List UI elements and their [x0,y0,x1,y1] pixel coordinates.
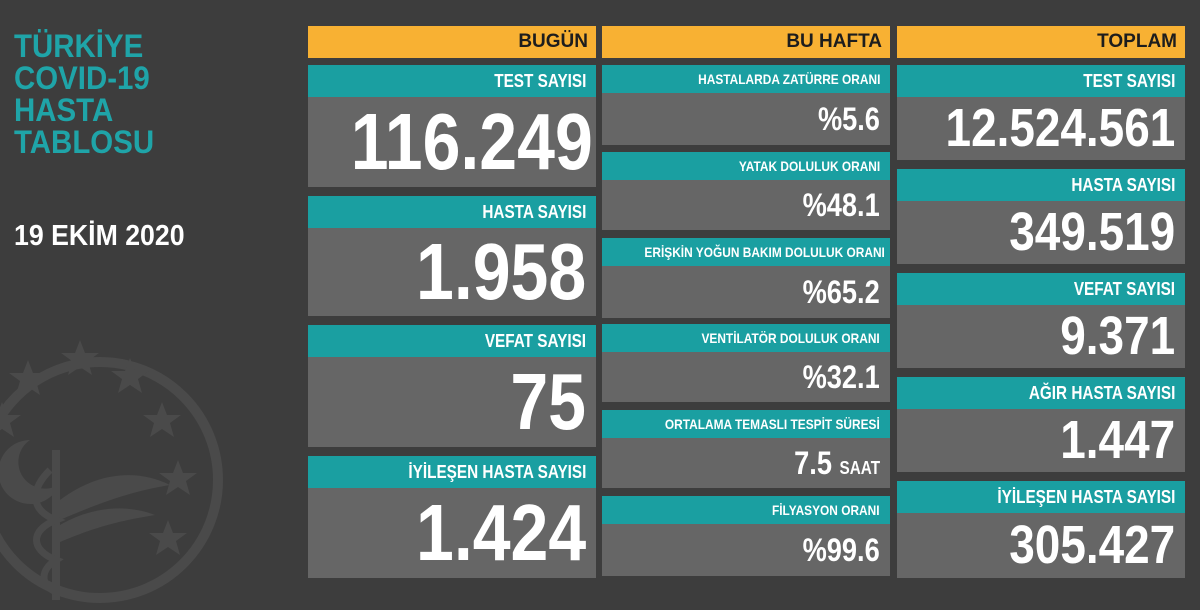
total-recovered-value: 305.427 [1009,515,1175,575]
total-test-value: 12.524.561 [945,98,1175,158]
week-icu-value: %65.2 [802,274,880,310]
today-deaths-card: VEFAT SAYISI 75 [308,325,596,447]
week-ventilator-value: %32.1 [802,359,880,395]
title-line-1: TÜRKİYE [14,28,144,64]
week-bed-label: YATAK DOLULUK ORANI [738,158,880,174]
title-line-3: HASTA [14,92,114,128]
week-ventilator-label: VENTİLATÖR DOLULUK ORANI [701,330,880,346]
total-cases-value: 349.519 [1009,202,1175,262]
today-column: BUGÜN TEST SAYISI 116.249 HASTA SAYISI 1… [308,26,596,578]
total-cases-card: HASTA SAYISI 349.519 [897,169,1185,264]
today-test-label: TEST SAYISI [493,71,586,91]
week-bed-card: YATAK DOLULUK ORANI %48.1 [602,152,890,230]
week-filiation-card: FİLYASYON ORANI %99.6 [602,496,890,576]
title-line-4: TABLOSU [14,124,155,160]
today-test-card: TEST SAYISI 116.249 [308,65,596,187]
today-cases-card: HASTA SAYISI 1.958 [308,196,596,316]
week-filiation-value: %99.6 [802,532,880,568]
week-contact-label: ORTALAMA TEMASLI TESPİT SÜRESİ [665,416,880,432]
week-filiation-label: FİLYASYON ORANI [772,502,880,518]
week-icu-label: ERİŞKİN YOĞUN BAKIM DOLULUK ORANI [644,244,885,260]
total-severe-label: AĞIR HASTA SAYISI [1028,383,1175,403]
today-recovered-value: 1.424 [415,488,586,577]
week-column: BU HAFTA HASTALARDA ZATÜRRE ORANI %5.6 Y… [602,26,890,576]
report-date: 19 EKİM 2020 [14,220,185,252]
total-test-label: TEST SAYISI [1082,71,1175,91]
week-icu-card: ERİŞKİN YOĞUN BAKIM DOLULUK ORANI %65.2 [602,238,890,318]
week-pneumonia-value: %5.6 [818,101,880,137]
total-cases-label: HASTA SAYISI [1070,175,1175,195]
today-recovered-card: İYİLEŞEN HASTA SAYISI 1.424 [308,456,596,578]
today-deaths-label: VEFAT SAYISI [484,331,586,351]
week-pneumonia-label: HASTALARDA ZATÜRRE ORANI [697,71,880,87]
total-severe-value: 1.447 [1060,410,1175,470]
title-line-2: COVID-19 [14,60,150,96]
week-ventilator-card: VENTİLATÖR DOLULUK ORANI %32.1 [602,324,890,402]
week-contact-value: 7.5 [794,445,832,481]
total-recovered-label: İYİLEŞEN HASTA SAYISI [997,487,1175,507]
total-deaths-value: 9.371 [1060,306,1175,366]
total-deaths-label: VEFAT SAYISI [1073,279,1175,299]
total-test-card: TEST SAYISI 12.524.561 [897,65,1185,160]
sidebar-panel: TÜRKİYE COVID-19 HASTA TABLOSU 19 EKİM 2… [0,0,300,603]
total-recovered-card: İYİLEŞEN HASTA SAYISI 305.427 [897,481,1185,578]
ministry-emblem-icon [0,340,223,603]
today-header: BUGÜN [308,26,596,58]
total-deaths-card: VEFAT SAYISI 9.371 [897,273,1185,368]
today-test-value: 116.249 [350,97,593,186]
today-recovered-label: İYİLEŞEN HASTA SAYISI [408,462,586,482]
week-contact-unit: SAAT [839,458,880,478]
today-cases-value: 1.958 [415,228,586,316]
today-cases-label: HASTA SAYISI [481,202,586,222]
week-bed-value: %48.1 [802,187,880,223]
total-header: TOPLAM [897,26,1185,58]
week-pneumonia-card: HASTALARDA ZATÜRRE ORANI %5.6 [602,65,890,145]
week-contact-card: ORTALAMA TEMASLI TESPİT SÜRESİ 7.5 SAAT [602,410,890,488]
today-deaths-value: 75 [510,357,586,446]
total-severe-card: AĞIR HASTA SAYISI 1.447 [897,377,1185,472]
total-column: TOPLAM TEST SAYISI 12.524.561 HASTA SAYI… [897,26,1185,578]
week-header: BU HAFTA [602,26,890,58]
